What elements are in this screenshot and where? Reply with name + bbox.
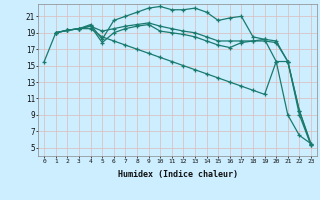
X-axis label: Humidex (Indice chaleur): Humidex (Indice chaleur) <box>118 170 238 179</box>
